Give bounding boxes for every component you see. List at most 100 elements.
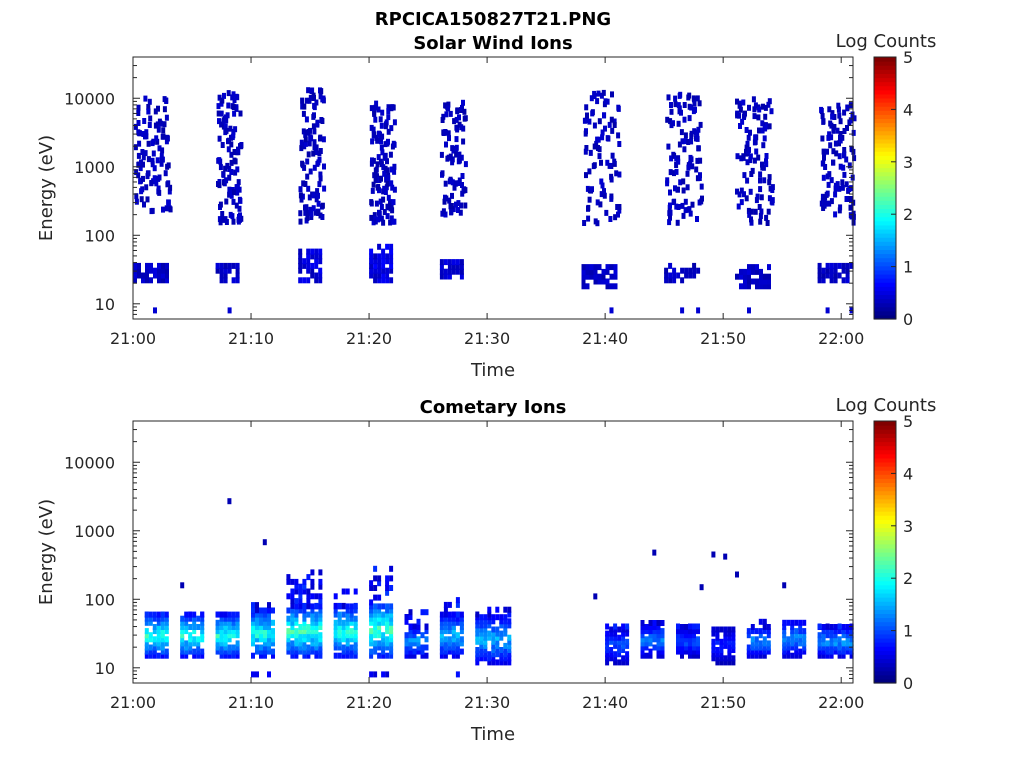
spectrogram-cell	[444, 129, 448, 136]
spectrogram-cell	[373, 585, 378, 591]
spectrogram-cell	[262, 539, 267, 546]
spectrogram-cell	[373, 253, 378, 260]
spectrogram-cell	[235, 184, 240, 190]
spectrogram-cell	[304, 97, 309, 104]
panel-title: Solar Wind Ions	[413, 33, 572, 54]
spectrogram-cell	[163, 170, 168, 177]
spectrogram-cell	[147, 98, 152, 105]
spectrogram-cell	[837, 153, 842, 160]
spectrogram-cell	[223, 165, 228, 172]
spectrogram-cell	[369, 585, 374, 591]
spectrogram-cell	[160, 611, 165, 618]
spectrogram-cell	[216, 103, 221, 110]
spectrogram-cell	[424, 644, 429, 651]
spectrogram-cell	[677, 92, 682, 99]
spectrogram-cell	[143, 150, 148, 157]
spectrogram-cell	[385, 589, 390, 596]
spectrogram-cell	[314, 196, 319, 203]
spectrogram-cell	[286, 640, 291, 647]
spectrogram-cell	[320, 214, 325, 220]
spectrogram-cell	[684, 624, 688, 630]
colorbar-segment	[874, 65, 896, 70]
spectrogram-cell	[825, 640, 830, 647]
spectrogram-cell	[612, 122, 617, 128]
spectrogram-cell	[373, 644, 378, 651]
spectrogram-cell	[491, 655, 496, 662]
spectrogram-cell	[298, 593, 303, 600]
spectrogram-cell	[311, 113, 316, 120]
spectrogram-cell	[652, 624, 657, 630]
spectrogram-cell	[848, 117, 853, 124]
spectrogram-cell	[385, 640, 390, 647]
spectrogram-cell	[226, 146, 231, 153]
spectrogram-cell	[227, 628, 232, 635]
spectrogram-cell	[605, 642, 610, 649]
spectrogram-cell	[841, 267, 846, 274]
spectrogram-cell	[318, 253, 323, 260]
spectrogram-cell	[318, 619, 323, 626]
spectrogram-cell	[148, 115, 153, 122]
spectrogram-cell	[314, 593, 319, 600]
spectrogram-cell	[823, 164, 828, 170]
x-tick-label: 21:30	[464, 693, 510, 712]
spectrogram-cell	[677, 141, 682, 148]
spectrogram-cell	[304, 204, 309, 211]
spectrogram-cell	[389, 628, 394, 635]
panel-cometary-ions: Cometary Ions 21:00 21:10 21:20 21:30 21:40 2…	[36, 395, 936, 745]
spectrogram-cell	[184, 640, 189, 647]
spectrogram-cell	[306, 648, 311, 655]
spectrogram-cell	[235, 624, 240, 630]
colorbar-segment	[874, 81, 896, 87]
colorbar-segment	[874, 539, 896, 545]
spectrogram-cell	[652, 620, 657, 626]
spectrogram-cell	[766, 208, 771, 215]
spectrogram-cell	[196, 624, 201, 630]
spectrogram-cell	[821, 272, 826, 279]
colorbar-segment	[874, 625, 896, 631]
spectrogram-cell	[826, 181, 831, 188]
spectrogram-cell	[218, 201, 223, 208]
spectrogram-cell	[227, 611, 232, 618]
spectrogram-cell	[689, 156, 694, 163]
spectrogram-cell	[369, 258, 374, 265]
spectrogram-cell	[286, 628, 291, 635]
spectrogram-cell	[719, 655, 724, 662]
figure-title: RPCICA150827T21.PNG	[375, 9, 611, 30]
spectrogram-cell	[739, 187, 744, 194]
spectrogram-cell	[766, 640, 771, 647]
spectrogram-cell	[416, 636, 421, 643]
spectrogram-cell	[381, 272, 386, 279]
spectrogram-cell	[374, 134, 379, 141]
spectrogram-cell	[613, 638, 618, 645]
spectrogram-cell	[310, 644, 315, 651]
spectrogram-cell	[845, 648, 850, 655]
colorbar-segment	[874, 134, 896, 140]
spectrogram-cell	[688, 272, 693, 279]
spectrogram-cell	[790, 632, 795, 639]
spectrogram-cell	[145, 262, 149, 269]
spectrogram-cell	[747, 104, 751, 111]
spectrogram-cell	[305, 158, 310, 165]
spectrogram-cell	[605, 655, 610, 662]
spectrogram-cell	[302, 619, 307, 626]
spectrogram-cell	[353, 628, 358, 635]
spectrogram-cell	[750, 628, 755, 635]
spectrogram-cell	[192, 628, 197, 635]
spectrogram-cell	[439, 628, 444, 635]
spectrogram-cell	[377, 580, 382, 587]
spectrogram-cell	[235, 272, 240, 279]
spectrogram-cell	[318, 171, 323, 178]
spectrogram-cell	[147, 122, 152, 128]
spectrogram-cell	[377, 603, 382, 610]
spectrogram-cell	[298, 648, 303, 655]
spectrogram-cell	[499, 630, 504, 637]
spectrogram-cell	[315, 188, 320, 195]
spectrogram-cell	[385, 213, 390, 220]
spectrogram-cell	[754, 197, 759, 204]
spectrogram-cell	[306, 652, 311, 659]
spectrogram-cell	[605, 264, 610, 271]
spectrogram-cell	[143, 95, 148, 102]
spectrogram-cell	[849, 648, 854, 655]
spectrogram-cell	[349, 611, 354, 618]
spectrogram-cell	[152, 628, 157, 635]
